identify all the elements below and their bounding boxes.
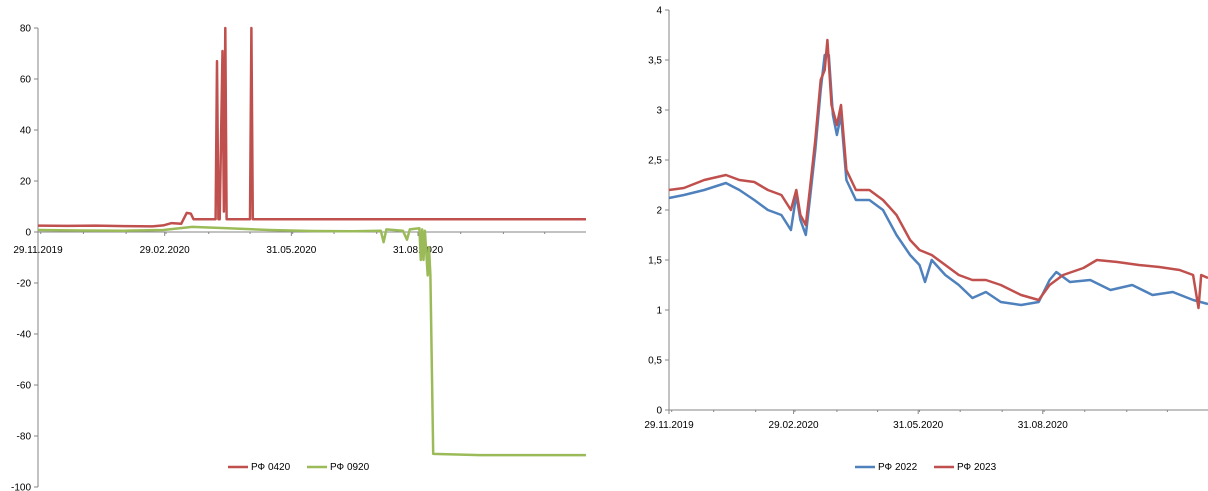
y-tick-label: 2 [656,206,662,217]
y-tick-label: -80 [17,432,32,443]
y-tick-label: 2,5 [648,156,662,167]
x-tick-label: 31.05.2020 [266,245,316,256]
legend-label: РФ 0420 [251,462,291,473]
y-tick-label: 3,5 [648,56,662,67]
right-chart: 4 3,5 3 2,5 2 1,5 1 0,5 0 29.11.2019 29.02.2020 31.… [644,6,1208,473]
y-tick-label: 3 [656,106,662,117]
x-tick-label: 29.11.2019 [13,245,63,256]
x-tick-label: 29.02.2020 [140,245,190,256]
y-tick-label: 80 [20,24,32,35]
x-tick-label: 31.05.2020 [893,420,943,431]
y-tick-label: 4 [656,6,662,17]
x-tick-label: 29.11.2019 [644,420,694,431]
series-line-рф-2023 [668,38,1208,310]
y-tick-label: 40 [20,126,32,137]
x-tick-label: 29.02.2020 [769,420,819,431]
y-tick-label: 1 [656,306,662,317]
y-tick-label: -100 [11,483,31,491]
y-tick-label: 20 [20,177,32,188]
y-tick-label: 0 [656,406,662,417]
legend-label: РФ 2023 [957,462,997,473]
series-line-рф-0920 [37,225,586,457]
y-tick-label: 0 [25,228,31,239]
series-line-рф-2022 [668,53,1208,307]
y-tick-label: -40 [17,330,32,341]
left-chart: 80 60 40 20 0 -20 -40 -60 -80 -100 29.11.2019 29.02… [11,24,586,491]
x-tick-label: 31.08.2020 [1018,420,1068,431]
y-tick-label: -60 [17,381,32,392]
x-tick-label: 31.08.2020 [393,245,443,256]
legend-label: РФ 2022 [878,462,918,473]
legend-label: РФ 0920 [330,462,370,473]
series-line-рф-0420 [37,26,586,228]
y-tick-label: 1,5 [648,256,662,267]
y-tick-label: 60 [20,75,32,86]
y-tick-label: -20 [17,279,32,290]
y-tick-label: 0,5 [648,356,662,367]
